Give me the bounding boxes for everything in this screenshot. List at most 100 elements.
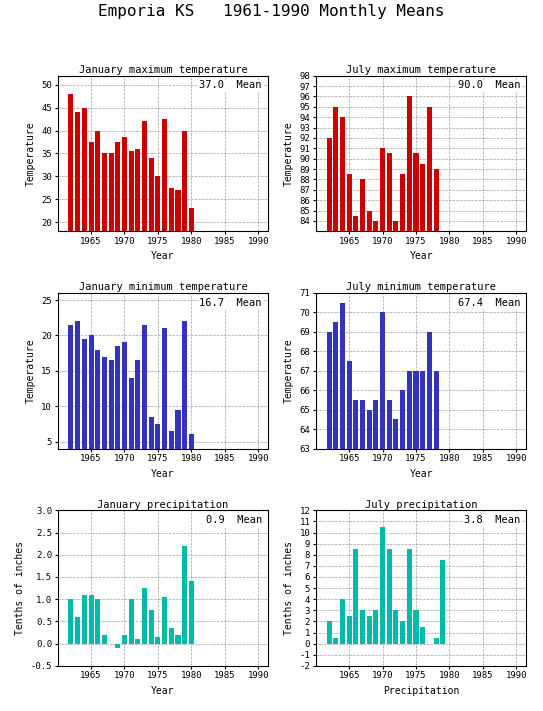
- Bar: [102, 154, 107, 314]
- Bar: [169, 188, 174, 314]
- Bar: [394, 610, 399, 643]
- Text: 37.0  Mean: 37.0 Mean: [199, 80, 262, 90]
- Bar: [380, 149, 385, 711]
- Bar: [440, 560, 445, 643]
- Bar: [95, 131, 100, 314]
- Bar: [182, 546, 187, 643]
- Bar: [142, 325, 147, 477]
- Bar: [380, 527, 385, 643]
- Bar: [420, 164, 425, 711]
- Bar: [420, 627, 425, 643]
- Bar: [340, 599, 345, 643]
- Bar: [155, 176, 160, 314]
- Bar: [142, 588, 147, 643]
- Bar: [162, 119, 167, 314]
- Bar: [400, 390, 405, 711]
- Bar: [68, 599, 73, 643]
- Bar: [149, 610, 154, 643]
- Title: January precipitation: January precipitation: [97, 500, 229, 510]
- Bar: [75, 112, 80, 314]
- X-axis label: Year: Year: [151, 252, 175, 262]
- Title: January minimum temperature: January minimum temperature: [79, 282, 247, 292]
- Title: July precipitation: July precipitation: [365, 500, 477, 510]
- Bar: [162, 328, 167, 477]
- Bar: [367, 410, 372, 711]
- Bar: [102, 357, 107, 477]
- Text: 67.4  Mean: 67.4 Mean: [458, 298, 520, 308]
- Bar: [414, 154, 419, 711]
- Bar: [68, 325, 73, 477]
- Bar: [149, 158, 154, 314]
- Bar: [367, 616, 372, 643]
- Bar: [360, 179, 365, 711]
- Y-axis label: Tenths of inches: Tenths of inches: [284, 541, 294, 635]
- Bar: [149, 417, 154, 477]
- Bar: [420, 371, 425, 711]
- Bar: [427, 107, 432, 711]
- Bar: [394, 419, 399, 711]
- Bar: [433, 169, 439, 711]
- Bar: [95, 350, 100, 477]
- Bar: [387, 400, 392, 711]
- Bar: [129, 599, 134, 643]
- Y-axis label: Temperature: Temperature: [26, 338, 36, 403]
- Bar: [189, 208, 194, 314]
- Bar: [89, 142, 93, 314]
- Bar: [135, 639, 141, 643]
- Bar: [326, 138, 332, 711]
- Bar: [122, 635, 127, 643]
- Bar: [82, 339, 87, 477]
- Bar: [346, 361, 352, 711]
- Bar: [427, 332, 432, 711]
- Text: 0.9  Mean: 0.9 Mean: [206, 515, 262, 525]
- Bar: [346, 616, 352, 643]
- X-axis label: Year: Year: [151, 469, 175, 479]
- Bar: [353, 400, 358, 711]
- Bar: [360, 610, 365, 643]
- Bar: [333, 322, 338, 711]
- Bar: [175, 190, 180, 314]
- Bar: [326, 621, 332, 643]
- Bar: [346, 174, 352, 711]
- Bar: [75, 321, 80, 477]
- Bar: [155, 424, 160, 477]
- Bar: [68, 94, 73, 314]
- Text: 90.0  Mean: 90.0 Mean: [458, 80, 520, 90]
- Bar: [414, 371, 419, 711]
- Bar: [82, 595, 87, 643]
- Bar: [95, 599, 100, 643]
- Bar: [189, 582, 194, 643]
- Bar: [407, 97, 412, 711]
- Bar: [115, 643, 121, 648]
- Text: Emporia KS   1961-1990 Monthly Means: Emporia KS 1961-1990 Monthly Means: [98, 4, 445, 18]
- Bar: [115, 142, 121, 314]
- Bar: [407, 371, 412, 711]
- Bar: [380, 312, 385, 711]
- Bar: [360, 400, 365, 711]
- Bar: [387, 549, 392, 643]
- Bar: [175, 410, 180, 477]
- Bar: [135, 149, 141, 314]
- Bar: [340, 303, 345, 711]
- Bar: [400, 174, 405, 711]
- Bar: [182, 321, 187, 477]
- Bar: [175, 635, 180, 643]
- Bar: [129, 378, 134, 477]
- Bar: [82, 108, 87, 314]
- Bar: [89, 595, 93, 643]
- Bar: [115, 346, 121, 477]
- Bar: [189, 434, 194, 477]
- Title: July maximum temperature: July maximum temperature: [346, 65, 496, 75]
- Title: January maximum temperature: January maximum temperature: [79, 65, 247, 75]
- X-axis label: Precipitation: Precipitation: [383, 686, 459, 696]
- Bar: [353, 549, 358, 643]
- Bar: [374, 610, 378, 643]
- Bar: [109, 360, 113, 477]
- Text: 3.8  Mean: 3.8 Mean: [464, 515, 520, 525]
- Bar: [433, 371, 439, 711]
- Y-axis label: Temperature: Temperature: [26, 121, 36, 186]
- Bar: [374, 400, 378, 711]
- Bar: [122, 343, 127, 477]
- Bar: [169, 628, 174, 643]
- Bar: [414, 610, 419, 643]
